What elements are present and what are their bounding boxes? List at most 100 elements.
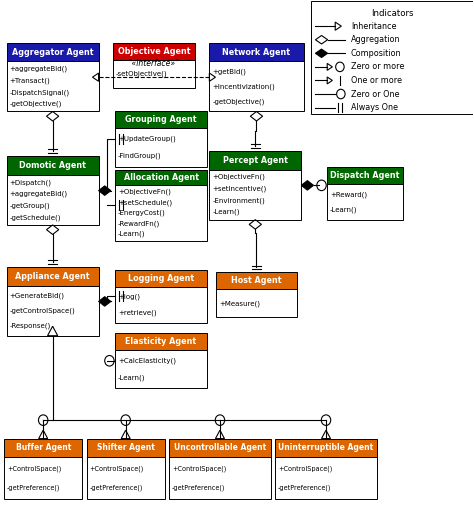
Polygon shape (315, 49, 328, 58)
Bar (113, 43, 195, 60)
Text: +ControlSpace(): +ControlSpace() (278, 466, 332, 472)
Text: +ObjectiveFn(): +ObjectiveFn() (118, 189, 171, 195)
Text: +ControlSpace(): +ControlSpace() (7, 466, 62, 472)
Bar (115, 112, 207, 128)
Bar (210, 61, 304, 112)
Bar (115, 287, 207, 323)
Text: +retrieve(): +retrieve() (118, 309, 156, 316)
Bar (113, 60, 195, 88)
Text: +getBid(): +getBid() (212, 68, 246, 75)
Text: Aggregator Agent: Aggregator Agent (12, 48, 93, 57)
Text: -RewardFn(): -RewardFn() (118, 220, 160, 227)
Text: Grouping Agent: Grouping Agent (125, 115, 197, 124)
Text: Dispatch Agent: Dispatch Agent (330, 171, 400, 180)
Text: Indicators: Indicators (371, 8, 413, 17)
Text: +aggregateBid(): +aggregateBid() (9, 191, 68, 197)
Bar (7, 157, 99, 175)
Text: +Transact(): +Transact() (9, 77, 50, 84)
Text: +Reward(): +Reward() (330, 191, 367, 197)
Text: Percept Agent: Percept Agent (223, 156, 288, 165)
Text: -Learn(): -Learn() (118, 231, 146, 237)
Text: Domotic Agent: Domotic Agent (19, 161, 86, 170)
Text: Network Agent: Network Agent (222, 48, 291, 57)
Polygon shape (99, 297, 111, 306)
Bar (115, 350, 207, 388)
Bar (87, 439, 164, 457)
Bar (115, 270, 207, 287)
Text: -Environment(): -Environment() (212, 197, 265, 204)
Text: +log(): +log() (118, 294, 140, 300)
Text: -Learn(): -Learn() (212, 209, 240, 215)
Bar (217, 272, 297, 289)
Text: +Dispatch(): +Dispatch() (9, 179, 52, 186)
Text: -getPreference(): -getPreference() (7, 484, 61, 490)
Bar (210, 43, 304, 61)
Text: Buffer Agent: Buffer Agent (16, 443, 71, 452)
Text: -DispatchSignal(): -DispatchSignal() (9, 89, 70, 96)
Polygon shape (301, 180, 313, 190)
Text: Always One: Always One (351, 103, 398, 112)
Text: Zero or more: Zero or more (351, 62, 404, 71)
Text: "«interface»": "«interface»" (128, 59, 179, 68)
Bar (115, 185, 207, 241)
Text: +ControlSpace(): +ControlSpace() (90, 466, 144, 472)
Text: One or more: One or more (351, 76, 402, 85)
Bar (275, 439, 377, 457)
Text: -EnergyCost(): -EnergyCost() (118, 209, 165, 216)
Bar (7, 43, 99, 61)
Text: +setIncentive(): +setIncentive() (212, 186, 266, 192)
Bar (217, 289, 297, 317)
Text: Shifter Agent: Shifter Agent (97, 443, 155, 452)
Text: Uncontrollable Agent: Uncontrollable Agent (174, 443, 266, 452)
Text: Composition: Composition (351, 49, 401, 58)
Text: Objective Agent: Objective Agent (118, 47, 190, 56)
Bar (310, 1, 474, 114)
Text: +Incentivization(): +Incentivization() (212, 83, 275, 90)
Text: +GenerateBid(): +GenerateBid() (9, 292, 64, 299)
Text: -Learn(): -Learn() (330, 206, 357, 213)
Text: -getSchedule(): -getSchedule() (9, 214, 61, 221)
Text: -Learn(): -Learn() (118, 375, 146, 381)
Bar (327, 167, 402, 184)
Bar (210, 170, 301, 220)
Text: +ControlSpace(): +ControlSpace() (172, 466, 227, 472)
Bar (169, 457, 271, 499)
Text: -setObjective(): -setObjective() (116, 70, 167, 77)
Bar (115, 169, 207, 185)
Text: Appliance Agent: Appliance Agent (15, 272, 90, 281)
Text: -getPreference(): -getPreference() (278, 484, 331, 490)
Bar (7, 286, 99, 336)
Bar (87, 457, 164, 499)
Bar (115, 333, 207, 350)
Text: -FindGroup(): -FindGroup() (118, 153, 162, 159)
Bar (275, 457, 377, 499)
Text: +UpdateGroup(): +UpdateGroup() (118, 136, 176, 142)
Text: Elasticity Agent: Elasticity Agent (126, 337, 197, 346)
Bar (4, 439, 82, 457)
Bar (169, 439, 271, 457)
Text: -Response(): -Response() (9, 323, 51, 329)
Text: -getPreference(): -getPreference() (90, 484, 143, 490)
Text: -getPreference(): -getPreference() (172, 484, 226, 490)
Text: Host Agent: Host Agent (231, 277, 282, 286)
Text: -getObjective(): -getObjective() (9, 101, 62, 107)
Text: -getObjective(): -getObjective() (212, 98, 264, 105)
Text: Uninterruptible Agent: Uninterruptible Agent (278, 443, 374, 452)
Text: -getControlSpace(): -getControlSpace() (9, 307, 75, 314)
Bar (7, 61, 99, 112)
Text: Inheritance: Inheritance (351, 22, 396, 31)
Bar (7, 175, 99, 225)
Text: +aggregateBid(): +aggregateBid() (9, 66, 68, 72)
Text: +Measure(): +Measure() (219, 300, 260, 307)
Polygon shape (99, 186, 111, 195)
Text: Allocation Agent: Allocation Agent (124, 173, 199, 182)
Text: +setSchedule(): +setSchedule() (118, 199, 172, 206)
Text: -getGroup(): -getGroup() (9, 203, 50, 209)
Text: +CalcElasticity(): +CalcElasticity() (118, 358, 176, 364)
Bar (7, 267, 99, 286)
Text: Zero or One: Zero or One (351, 89, 399, 98)
Bar (4, 457, 82, 499)
Text: Logging Agent: Logging Agent (128, 274, 194, 283)
Text: +ObjectiveFn(): +ObjectiveFn() (212, 174, 265, 180)
Bar (327, 184, 402, 220)
